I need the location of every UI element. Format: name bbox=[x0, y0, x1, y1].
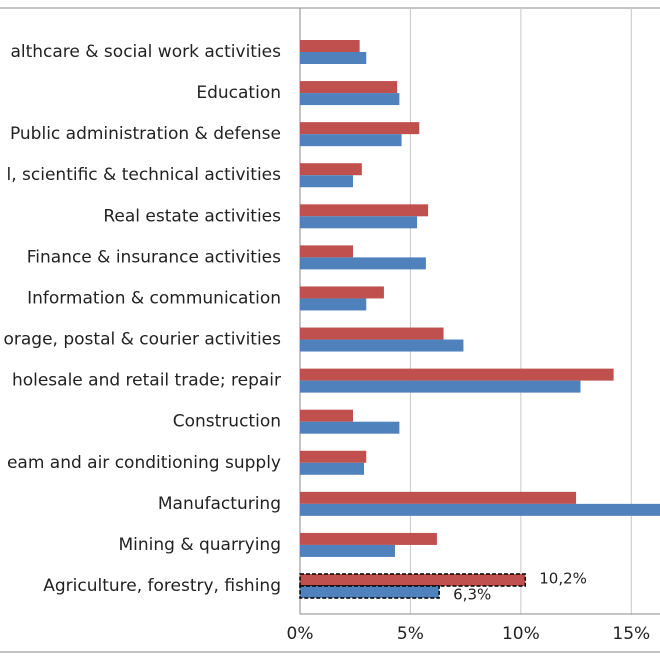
bar bbox=[300, 52, 367, 64]
bar bbox=[300, 339, 464, 352]
y-tick-label: Construction bbox=[173, 412, 281, 432]
data-label: 6,3% bbox=[453, 586, 491, 604]
y-tick-label: Agriculture, forestry, fishing bbox=[43, 576, 281, 596]
y-tick-label: Public administration & defense bbox=[10, 124, 281, 144]
bar bbox=[300, 491, 577, 504]
bar bbox=[299, 573, 527, 587]
y-tick-label: l, scientific & technical activities bbox=[7, 165, 282, 185]
y-tick-label: Information & communication bbox=[27, 288, 281, 308]
bar bbox=[300, 204, 429, 217]
x-tick-label: 10% bbox=[502, 624, 540, 644]
bar bbox=[300, 286, 384, 299]
bar bbox=[300, 462, 365, 475]
x-tick-label: 15% bbox=[612, 624, 650, 644]
bar bbox=[300, 245, 354, 258]
bar bbox=[300, 40, 360, 52]
bar bbox=[300, 298, 367, 311]
bar bbox=[300, 421, 400, 434]
y-tick-label: eam and air conditioning supply bbox=[7, 453, 281, 473]
bar bbox=[300, 544, 395, 557]
y-tick-label: Education bbox=[196, 83, 281, 103]
y-tick-label: Mining & quarrying bbox=[118, 535, 281, 555]
y-tick-label: Real estate activities bbox=[103, 206, 281, 226]
bar bbox=[300, 257, 426, 270]
bar bbox=[300, 216, 418, 229]
bar bbox=[300, 81, 398, 94]
y-tick-label: holesale and retail trade; repair bbox=[12, 371, 281, 391]
x-tick-label: 0% bbox=[287, 624, 314, 644]
bar bbox=[300, 450, 367, 463]
bar bbox=[300, 93, 400, 106]
bar bbox=[300, 163, 362, 176]
bar bbox=[300, 368, 614, 381]
x-tick-label: 5% bbox=[397, 624, 424, 644]
bar bbox=[300, 122, 420, 135]
y-tick-label: Manufacturing bbox=[158, 494, 281, 514]
y-tick-label: orage, postal & courier activities bbox=[3, 330, 281, 350]
bar bbox=[300, 380, 581, 393]
bar bbox=[299, 585, 440, 599]
bar bbox=[300, 134, 402, 147]
y-tick-label: Finance & insurance activities bbox=[27, 247, 281, 267]
bar bbox=[300, 503, 660, 516]
bar bbox=[300, 175, 354, 188]
y-tick-label: althcare & social work activities bbox=[10, 42, 281, 62]
bar bbox=[300, 532, 437, 545]
data-label: 10,2% bbox=[539, 570, 587, 588]
bar bbox=[300, 327, 444, 340]
bar bbox=[300, 409, 354, 422]
